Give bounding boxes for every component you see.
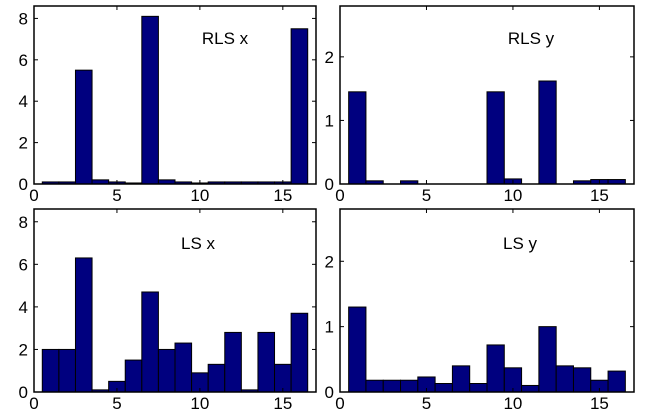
bar — [434, 383, 453, 393]
bar — [607, 370, 626, 393]
x-tick-label: 5 — [422, 394, 431, 413]
y-tick-label: 6 — [19, 51, 28, 70]
y-tick-label: 2 — [19, 134, 28, 153]
bar — [141, 15, 159, 185]
axes-frame — [33, 208, 317, 393]
bar — [290, 312, 309, 393]
bar — [572, 367, 592, 393]
subplot-title: LS x — [181, 234, 216, 253]
bar — [41, 348, 60, 393]
bar — [365, 379, 384, 393]
subplot-rls-x: 0 5 10 15 0 2 4 6 8 RLS x — [19, 5, 317, 205]
bar — [58, 348, 76, 393]
x-tick-label: 15 — [273, 186, 292, 205]
bar — [257, 331, 276, 393]
x-tick-label: 15 — [590, 186, 609, 205]
bar — [538, 80, 557, 185]
axes-frame — [339, 5, 635, 185]
x-tick-label: 0 — [335, 186, 344, 205]
y-tick-label: 0 — [325, 175, 334, 194]
x-tick-label: 10 — [190, 394, 209, 413]
y-tick-label: 8 — [19, 9, 28, 28]
bar — [157, 348, 176, 393]
bar — [74, 257, 93, 393]
bar — [141, 291, 159, 393]
x-tick-label: 0 — [29, 186, 38, 205]
subplot-title: RLS y — [508, 29, 555, 48]
x-tick-label: 5 — [112, 186, 121, 205]
bar — [521, 384, 540, 393]
x-tick-label: 5 — [112, 394, 121, 413]
bar — [290, 28, 309, 185]
bar — [274, 363, 292, 393]
y-tick-label: 6 — [19, 255, 28, 274]
bar — [382, 379, 402, 393]
y-tick-label: 1 — [325, 111, 334, 130]
y-tick-label: 4 — [19, 298, 28, 317]
bar — [74, 69, 93, 185]
subplot-rls-y: 0 5 10 15 0 1 2 RLS y — [325, 5, 635, 205]
subplot-title: LS y — [503, 234, 538, 253]
bar — [555, 365, 574, 393]
x-tick-label: 0 — [29, 394, 38, 413]
bar — [451, 365, 471, 393]
bar — [486, 344, 505, 393]
y-tick-label: 0 — [19, 383, 28, 402]
axes-frame — [33, 5, 317, 185]
bar — [469, 383, 488, 393]
subplot-ls-x: 0 5 10 15 0 2 4 6 8 LS x — [19, 208, 317, 413]
y-tick-label: 8 — [19, 213, 28, 232]
subplot-title: RLS x — [202, 29, 249, 48]
x-tick-label: 0 — [335, 394, 344, 413]
y-tick-label: 2 — [325, 48, 334, 67]
subplot-ls-y: 0 5 10 15 0 1 2 LS y — [325, 208, 635, 413]
y-tick-label: 2 — [325, 252, 334, 271]
x-tick-label: 10 — [503, 394, 522, 413]
y-tick-label: 0 — [19, 175, 28, 194]
y-tick-label: 2 — [19, 340, 28, 359]
y-tick-label: 4 — [19, 92, 28, 111]
y-tick-label: 0 — [325, 383, 334, 402]
x-tick-label: 10 — [190, 186, 209, 205]
x-tick-label: 15 — [273, 394, 292, 413]
axes-frame — [339, 208, 635, 393]
bar — [348, 306, 367, 393]
x-tick-label: 5 — [422, 186, 431, 205]
bar — [400, 379, 419, 393]
x-tick-label: 15 — [590, 394, 609, 413]
y-tick-label: 1 — [325, 318, 334, 337]
bar — [486, 91, 505, 185]
bar — [207, 363, 226, 393]
bar — [224, 331, 242, 393]
bar — [538, 326, 557, 393]
x-tick-label: 10 — [503, 186, 522, 205]
bar — [348, 91, 367, 185]
bar — [174, 342, 193, 393]
bar — [124, 359, 143, 393]
